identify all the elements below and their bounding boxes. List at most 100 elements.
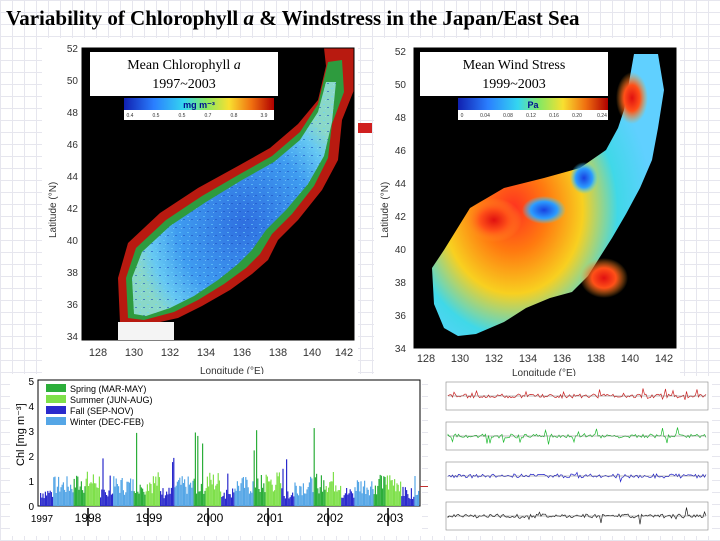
ts-bar [113, 476, 115, 506]
ts-bar [348, 493, 350, 506]
ts-bar [60, 487, 62, 506]
ts-bar [190, 482, 192, 506]
chl-y-tick: 52 [67, 44, 79, 55]
ts-bar [232, 488, 234, 506]
ts-bar [400, 481, 402, 506]
ts-bar [385, 484, 387, 506]
chl-map-axes [81, 47, 355, 341]
chl-y-axis-label: Latitude (°N) [48, 182, 59, 238]
ts-bar [223, 492, 225, 506]
ts-bar [78, 489, 80, 506]
ts-bar [91, 483, 93, 506]
chl-x-tick: 130 [125, 347, 143, 359]
ts-bar [392, 485, 394, 506]
ts-bar [173, 457, 175, 506]
chl-y-ticks: 34 36 38 40 42 44 46 48 50 52 [67, 44, 79, 343]
ts-bar [100, 497, 102, 506]
ts-bar [198, 491, 200, 506]
ts-bar [317, 488, 319, 506]
ts-x-tick: 2001 [257, 511, 284, 525]
chl-y-tick: 48 [67, 108, 79, 119]
ts-bar [332, 472, 334, 506]
chl-colorbar-tick: 0.5 [179, 113, 186, 119]
ts-bar [40, 493, 42, 506]
wind-x-ticks: 128 130 132 134 136 138 140 142 [417, 353, 673, 365]
ts-bar [106, 495, 108, 506]
ts-bar [188, 484, 190, 506]
ts-bar [241, 478, 243, 506]
chl-label-box [90, 52, 278, 96]
ts-bar [239, 490, 241, 506]
ts-bar [234, 488, 236, 506]
ts-bar [229, 494, 231, 506]
ts-bar [358, 481, 360, 506]
ts-bar [169, 493, 171, 506]
ts-bar [344, 493, 346, 506]
ts-bar [403, 496, 405, 506]
ts-y-tick: 5 [28, 377, 34, 388]
ts-bar [98, 476, 100, 506]
ts-bar [146, 484, 148, 506]
chl-label-line1: Mean Chlorophyll a [127, 58, 241, 73]
ts-bar [206, 476, 208, 506]
ts-bar [281, 488, 283, 506]
ts-bar [59, 491, 61, 506]
ts-bar [354, 487, 356, 506]
wind-x-tick: 134 [519, 353, 537, 365]
ts-bar [366, 487, 368, 506]
ts-bar [407, 494, 409, 506]
ts-bar [54, 476, 56, 506]
ts-bar [415, 495, 417, 506]
chl-y-tick: 44 [67, 172, 79, 183]
ts-bar [71, 488, 73, 506]
ts-bar [277, 476, 279, 506]
ts-bar [307, 487, 309, 506]
ts-bar [182, 483, 184, 506]
ts-bar [120, 480, 122, 506]
wind-y-tick: 36 [395, 311, 407, 322]
ts-bar [199, 491, 201, 506]
ts-bar [157, 472, 159, 506]
ts-bar [341, 497, 343, 506]
ts-bar [197, 435, 199, 506]
ts-bar [338, 490, 340, 506]
ts-bar [200, 483, 202, 506]
ts-bar [48, 492, 50, 506]
ts-bar [72, 492, 74, 506]
wind-x-tick: 128 [417, 353, 435, 365]
ts-bar [85, 478, 87, 506]
chl-colorbar-tick: 0.4 [127, 113, 134, 119]
ts-bar [262, 487, 264, 506]
wind-label-line2: 1999~2003 [482, 77, 546, 92]
ts-bar [175, 485, 177, 506]
ts-y-ticks: 0 1 2 3 4 5 [28, 377, 34, 513]
ts-bar [298, 495, 300, 506]
stack-series-line [447, 427, 707, 445]
ts-bar [79, 486, 81, 506]
ts-bar [127, 481, 129, 506]
wind-lowspot-center [522, 196, 566, 224]
ts-bar [164, 495, 166, 506]
chl-x-ticks: 128 130 132 134 136 138 140 142 [89, 347, 353, 359]
ts-legend: Spring (MAR-MAY) Summer (JUN-AUG) Fall (… [46, 384, 153, 427]
ts-bar [118, 486, 120, 506]
ts-bar [90, 482, 92, 506]
ts-bar [172, 462, 174, 506]
ts-bar [257, 478, 259, 506]
ts-bar [126, 481, 128, 506]
wind-y-tick: 48 [395, 113, 407, 124]
ts-bar [191, 487, 193, 506]
ts-bar [222, 495, 224, 506]
ts-bar [335, 485, 337, 506]
ts-bar [408, 497, 410, 506]
ts-bar [304, 493, 306, 506]
ts-bar [56, 486, 58, 506]
ts-bar [278, 472, 280, 506]
ts-bar [149, 482, 151, 506]
ts-bar [217, 473, 219, 506]
ts-bar [148, 490, 150, 506]
ts-bar [170, 487, 172, 506]
ts-x-tick: 2000 [197, 511, 224, 525]
wind-colorbar-tick: 0.12 [526, 113, 536, 119]
ts-bar [350, 491, 352, 506]
